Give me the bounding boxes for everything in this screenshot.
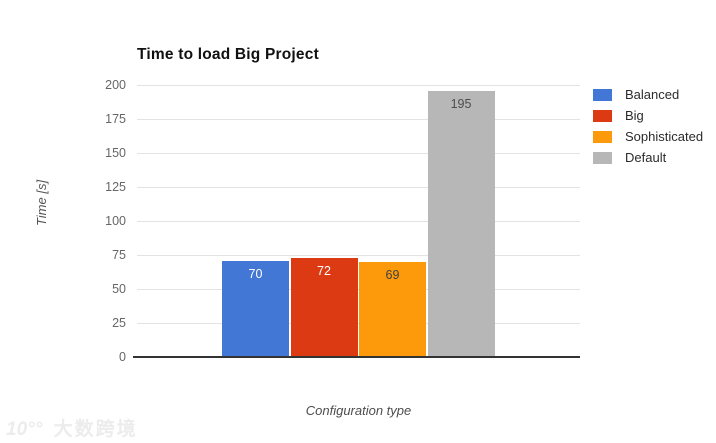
bar-balanced: 70 — [222, 260, 289, 356]
gridline-200 — [137, 85, 580, 86]
bar-value-label: 72 — [317, 264, 331, 279]
y-tick-label-75: 75 — [112, 248, 126, 262]
bar-value-label: 69 — [385, 268, 400, 283]
legend-label: Default — [625, 150, 667, 165]
legend-swatch-icon — [593, 109, 612, 122]
gridline-50 — [137, 289, 580, 290]
y-axis-title-text: Time [s] — [34, 179, 49, 227]
legend-label: Big — [625, 108, 644, 123]
bar-default: 195 — [427, 90, 495, 356]
legend-item-balanced: Balanced — [593, 84, 703, 105]
bar-value-label: 70 — [248, 266, 263, 281]
gridline-175 — [137, 119, 580, 120]
watermark: 10°° 大数跨境 — [6, 414, 138, 441]
y-tick-label-0: 0 — [119, 350, 126, 364]
y-tick-label-25: 25 — [112, 316, 126, 330]
x-axis-line — [133, 356, 580, 358]
legend-item-default: Default — [593, 147, 703, 168]
y-tick-label-125: 125 — [105, 180, 126, 194]
x-axis-title: Configuration type — [305, 403, 412, 418]
legend-item-big: Big — [593, 105, 703, 126]
watermark-text: 大数跨境 — [53, 419, 138, 440]
legend-swatch-icon — [593, 88, 612, 101]
legend: Balanced Big Sophisticated Default — [593, 84, 703, 168]
y-tick-label-200: 200 — [105, 78, 126, 92]
chart-title: Time to load Big Project — [137, 46, 319, 63]
watermark-logo-icon: 10°° — [6, 419, 43, 440]
gridline-100 — [137, 221, 580, 222]
gridline-25 — [137, 323, 580, 324]
legend-swatch-icon — [593, 151, 612, 164]
bar-big: 72 — [290, 258, 358, 356]
y-tick-label-100: 100 — [105, 214, 126, 228]
y-tick-label-175: 175 — [105, 112, 126, 126]
legend-label: Sophisticated — [625, 129, 704, 144]
y-tick-label-50: 50 — [112, 282, 126, 296]
legend-swatch-icon — [593, 130, 612, 143]
bar-sophisticated: 69 — [359, 262, 426, 356]
legend-item-sophisticated: Sophisticated — [593, 126, 703, 147]
bar-value-label: 195 — [450, 96, 472, 111]
gridline-150 — [137, 153, 580, 154]
legend-label: Balanced — [625, 87, 680, 102]
y-tick-label-150: 150 — [105, 146, 126, 160]
plot-area: 70 72 69 195 — [133, 85, 580, 358]
gridline-75 — [137, 255, 580, 256]
gridline-125 — [137, 187, 580, 188]
